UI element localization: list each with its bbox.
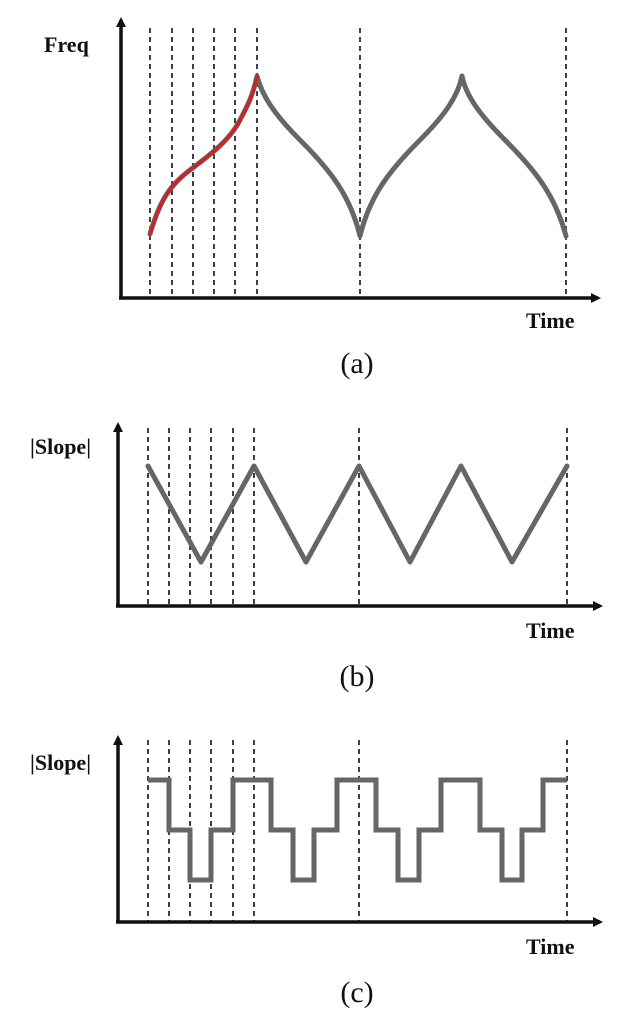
panel-a: Freq Time (a) <box>44 17 601 380</box>
panel-c-y-label: |Slope| <box>30 750 91 775</box>
panel-a-dividers <box>149 28 567 298</box>
panel-c: |Slope| Time (c) <box>30 735 603 1009</box>
panel-b: |Slope| Time (b) <box>30 422 603 693</box>
slope-triangle-wave <box>145 463 570 565</box>
highlighted-segment <box>148 74 259 236</box>
panel-a-y-label: Freq <box>44 32 90 57</box>
panel-c-x-label: Time <box>526 934 575 959</box>
panel-b-caption: (b) <box>340 660 375 693</box>
panel-a-caption: (a) <box>340 347 373 380</box>
panel-b-x-label: Time <box>526 618 575 643</box>
panel-a-x-label: Time <box>526 308 575 333</box>
frequency-curve <box>147 73 569 239</box>
slope-step-wave <box>148 777 567 883</box>
panel-c-caption: (c) <box>340 976 373 1009</box>
panel-b-dividers <box>147 428 568 606</box>
panel-b-y-label: |Slope| <box>30 434 91 459</box>
